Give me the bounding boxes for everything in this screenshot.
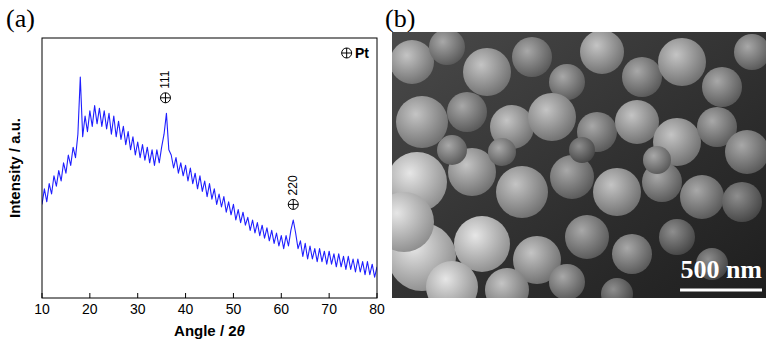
particle [447,92,487,132]
x-axis-title-part: θ [237,322,246,339]
particle [463,48,511,96]
scale-bar-label: 500 nm [680,255,762,284]
x-tick [89,293,90,298]
x-tick-label: 80 [369,301,385,317]
scale-bar [680,289,762,292]
x-tick [233,293,234,298]
particle [722,182,762,222]
x-tick-label: 70 [321,301,337,317]
x-tick [137,293,138,298]
x-tick-label: 20 [82,301,98,317]
x-tick [281,293,282,298]
oplus-circle [160,93,170,103]
x-tick-label: 50 [226,301,242,317]
particle [569,137,595,163]
particle [702,67,742,107]
figure: (a) 10 20 30 40 50 60 70 80 Angle / 2θ Intensity /… [0,0,771,351]
particle [496,166,548,218]
particle [593,168,641,216]
plot-frame [42,38,377,298]
particle [725,130,766,174]
x-tick [329,293,330,298]
x-tick-label: 30 [130,301,146,317]
x-axis-title-part: Angle / 2 [174,322,237,339]
particle [612,234,652,274]
oplus-circle [288,199,298,209]
particle [485,268,529,298]
particle [565,215,609,259]
y-axis-title: Intensity / a.u. [6,118,23,218]
particle [392,40,434,84]
peak-label: 111 [158,70,172,89]
particle [659,219,695,255]
particle [392,192,434,252]
particle [658,38,706,86]
x-tick-label: 60 [273,301,289,317]
legend-label: Pt [355,45,369,61]
particle [528,93,576,141]
particle [734,34,766,70]
x-tick-label: 40 [178,301,194,317]
x-tick [42,293,43,298]
particle [429,32,465,65]
particle [601,278,633,298]
particle [426,261,478,298]
legend-symbol [342,48,352,58]
x-tick [185,293,186,298]
x-tick [377,293,378,298]
peak-label: 220 [286,175,300,195]
particle [615,100,659,144]
peak-marker [288,199,298,209]
particle [680,175,724,219]
oplus-bar [346,48,347,58]
particle [437,135,467,165]
particle [580,32,624,74]
particle [622,57,662,97]
particle [549,264,585,298]
peak-marker [160,93,170,103]
x-axis-title: Angle / 2θ [174,322,246,339]
particle [396,96,448,148]
particle [488,138,516,166]
particle [512,37,552,77]
plot-area [42,77,377,277]
x-tick-label: 10 [34,301,50,317]
oplus-bar [165,93,166,103]
panel-label: (a) [6,4,35,33]
sem-image [392,32,766,298]
oplus-circle [342,48,352,58]
panel-label: (b) [385,4,415,33]
xrd-trace [42,77,377,277]
particle [643,146,671,174]
oplus-bar [293,199,294,209]
